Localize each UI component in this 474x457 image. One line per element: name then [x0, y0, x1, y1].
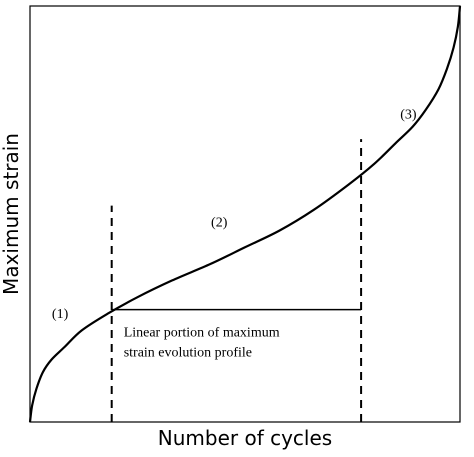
y-axis-title: Maximum strain: [0, 133, 23, 295]
annotation-line-2: strain evolution profile: [124, 346, 252, 361]
annotation-line-1: Linear portion of maximum: [124, 326, 280, 341]
plot-frame: [29, 5, 461, 423]
x-axis-title: Number of cycles: [158, 426, 332, 450]
stage-label-2: (2): [211, 215, 228, 230]
strain-curve: [28, 5, 462, 423]
stage-label-1: (1): [52, 307, 69, 322]
stage-label-3: (3): [400, 107, 417, 122]
